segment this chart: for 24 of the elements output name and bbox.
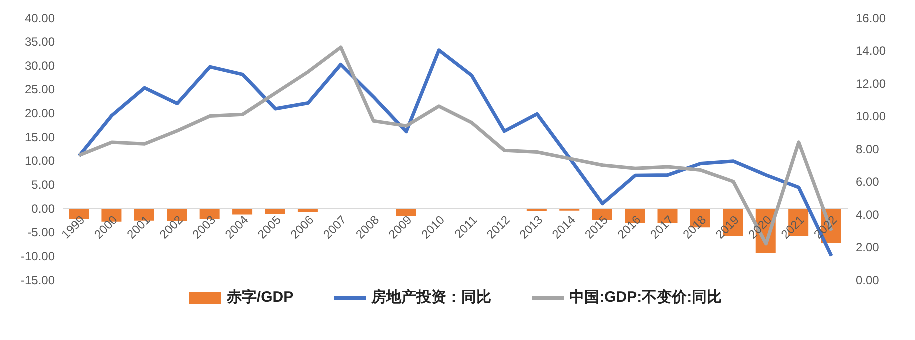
y2-tick-label: 2.00 — [856, 240, 880, 255]
y2-tick-label: 8.00 — [856, 142, 880, 156]
y-tick-label: 25.00 — [24, 82, 56, 97]
y2-tick-label: 14.00 — [856, 44, 886, 58]
y2-tick-label: 16.00 — [856, 11, 886, 26]
y-tick-label: 0.00 — [32, 202, 56, 216]
y-tick-label: 15.00 — [24, 130, 56, 144]
legend-label: 房地产投资：同比 — [372, 288, 492, 307]
legend-label: 中国:GDP:不变价:同比 — [570, 288, 722, 307]
y-tick-label: -5.00 — [28, 226, 56, 240]
y2-tick-label: 4.00 — [856, 208, 880, 222]
y2-tick-label: 12.00 — [856, 76, 886, 91]
y-tick-label: 5.00 — [32, 178, 56, 192]
y-tick-label: 35.00 — [24, 35, 56, 50]
y-tick-label: 30.00 — [24, 58, 56, 73]
y-tick-label: 40.00 — [24, 11, 56, 26]
y-tick-label: -15.00 — [20, 273, 56, 288]
y2-tick-label: 0.00 — [856, 273, 880, 288]
y2-tick-label: 6.00 — [856, 175, 880, 190]
y-tick-label: 10.00 — [24, 154, 56, 168]
legend-label: 赤字/GDP — [226, 288, 294, 307]
y-tick-label: -10.00 — [20, 249, 56, 264]
y-tick-label: 20.00 — [24, 106, 56, 121]
y2-tick-label: 10.00 — [856, 110, 886, 124]
